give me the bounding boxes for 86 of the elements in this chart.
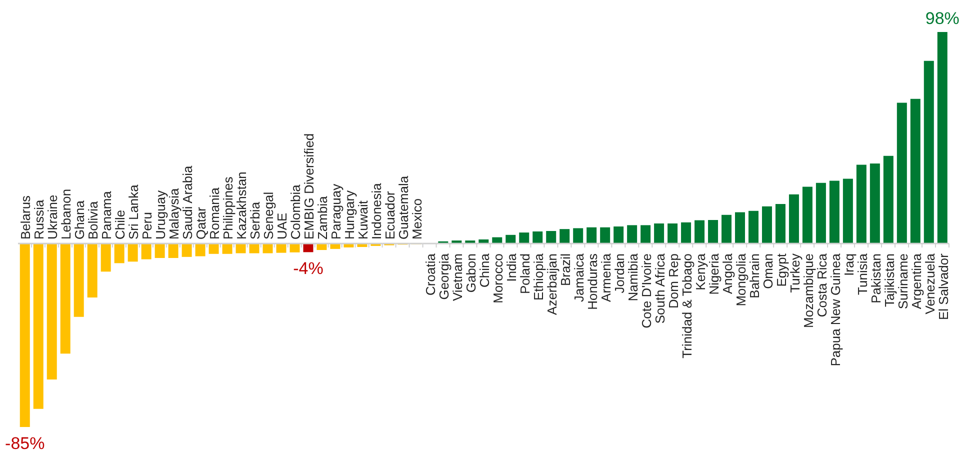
bar bbox=[20, 244, 30, 427]
x-tick-label: Colombia bbox=[288, 184, 304, 240]
bar bbox=[896, 102, 907, 244]
x-tick-label: Lebanon bbox=[58, 188, 74, 240]
bar bbox=[816, 182, 826, 244]
x-tick-label: Ethiopia bbox=[530, 252, 546, 301]
x-tick-label: Tunisia bbox=[854, 252, 870, 295]
x-tick-label: Gabon bbox=[464, 254, 479, 293]
x-tick-label: Indonesia bbox=[369, 182, 384, 240]
data-label: -4% bbox=[293, 259, 324, 278]
data-label: 98% bbox=[925, 9, 960, 28]
x-tick-label: Oman bbox=[760, 254, 776, 289]
bar bbox=[87, 244, 98, 298]
x-tick-label: Qatar bbox=[194, 206, 209, 240]
x-tick-label: Pakistan bbox=[868, 254, 884, 304]
bar bbox=[100, 244, 111, 272]
x-tick-label: Zambia bbox=[315, 195, 330, 240]
bar bbox=[924, 60, 934, 244]
x-tick-label: Ecuador bbox=[382, 190, 398, 240]
x-tick-label: Iraq bbox=[841, 254, 856, 276]
x-tick-label: Ghana bbox=[72, 200, 88, 240]
x-tick-label: Honduras bbox=[584, 253, 600, 310]
bar bbox=[748, 210, 758, 244]
x-tick-label: Serbia bbox=[248, 201, 263, 240]
x-tick-label: Belarus bbox=[18, 194, 34, 240]
x-tick-label: Trinidad & Tobago bbox=[679, 254, 694, 358]
bar bbox=[33, 244, 44, 409]
x-tick-label: Paraguay bbox=[328, 183, 344, 240]
x-tick-label: Papua New Guinea bbox=[828, 252, 843, 366]
x-tick-label: Cote D'Ivoire bbox=[638, 254, 654, 328]
x-tick-label: Saudi Arabia bbox=[180, 165, 196, 240]
bar bbox=[883, 156, 894, 244]
x-tick-label: EMBIG Diversified bbox=[302, 133, 317, 240]
x-tick-label: Vietnam bbox=[450, 254, 466, 301]
x-tick-label: Bolivia bbox=[86, 200, 101, 240]
x-tick-label: Mexico bbox=[410, 198, 425, 240]
x-tick-label: Azerbaijan bbox=[544, 254, 560, 315]
x-tick-label: Morocco bbox=[490, 254, 506, 304]
x-tick-label: Hungary bbox=[342, 190, 358, 240]
bar bbox=[735, 212, 746, 244]
x-tick-label: South Africa bbox=[652, 252, 668, 324]
x-tick-label: Namibia bbox=[625, 252, 640, 302]
bar bbox=[842, 178, 853, 244]
x-tick-label: Kazakhstan bbox=[234, 172, 250, 240]
x-tick-label: Sri Lanka bbox=[126, 184, 142, 240]
x-tick-label: Georgia bbox=[436, 252, 452, 300]
x-tick-label: Guatemala bbox=[396, 175, 412, 240]
x-tick-label: El Salvador bbox=[936, 252, 951, 320]
x-tick-label: Senegal bbox=[261, 192, 276, 240]
bar bbox=[46, 244, 57, 380]
x-tick-label: Egypt bbox=[774, 253, 789, 287]
x-tick-label: Malaysia bbox=[166, 187, 182, 240]
x-tick-label: UAE bbox=[274, 212, 290, 240]
bar bbox=[788, 194, 799, 244]
bar bbox=[60, 244, 70, 354]
x-tick-label: Jamaica bbox=[571, 252, 586, 302]
x-tick-label: Argentina bbox=[908, 252, 924, 310]
bar bbox=[722, 214, 732, 244]
x-tick-label: Armenia bbox=[598, 252, 614, 302]
bar bbox=[870, 163, 880, 244]
x-tick-label: Uruguay bbox=[153, 190, 168, 240]
bar bbox=[910, 98, 920, 244]
x-tick-label: Russia bbox=[32, 199, 47, 240]
x-tick-label: Poland bbox=[517, 254, 532, 294]
x-tick-label: Philippines bbox=[220, 176, 236, 240]
x-tick-label: Jordan bbox=[612, 254, 627, 294]
x-tick-label: China bbox=[477, 252, 492, 288]
x-tick-label: Ukraine bbox=[45, 194, 60, 240]
bar bbox=[762, 206, 772, 244]
x-tick-label: Peru bbox=[140, 212, 155, 240]
x-tick-label: Panama bbox=[99, 190, 114, 240]
bar bbox=[829, 180, 840, 244]
x-tick-label: Dom Rep bbox=[666, 254, 681, 308]
x-tick-label: Costa Rica bbox=[814, 252, 830, 318]
x-tick-label: Croatia bbox=[423, 252, 438, 296]
data-label: -85% bbox=[5, 434, 45, 453]
x-tick-label: Romania bbox=[207, 186, 222, 240]
x-tick-label: Chile bbox=[112, 210, 128, 240]
bar bbox=[937, 32, 948, 244]
bar bbox=[856, 164, 866, 244]
x-tick-label: Kuwait bbox=[356, 200, 371, 240]
bar bbox=[802, 186, 812, 244]
x-tick-label: Tajikistan bbox=[882, 254, 897, 307]
bar bbox=[74, 244, 84, 317]
x-tick-label: India bbox=[504, 252, 519, 282]
bar bbox=[775, 204, 786, 244]
